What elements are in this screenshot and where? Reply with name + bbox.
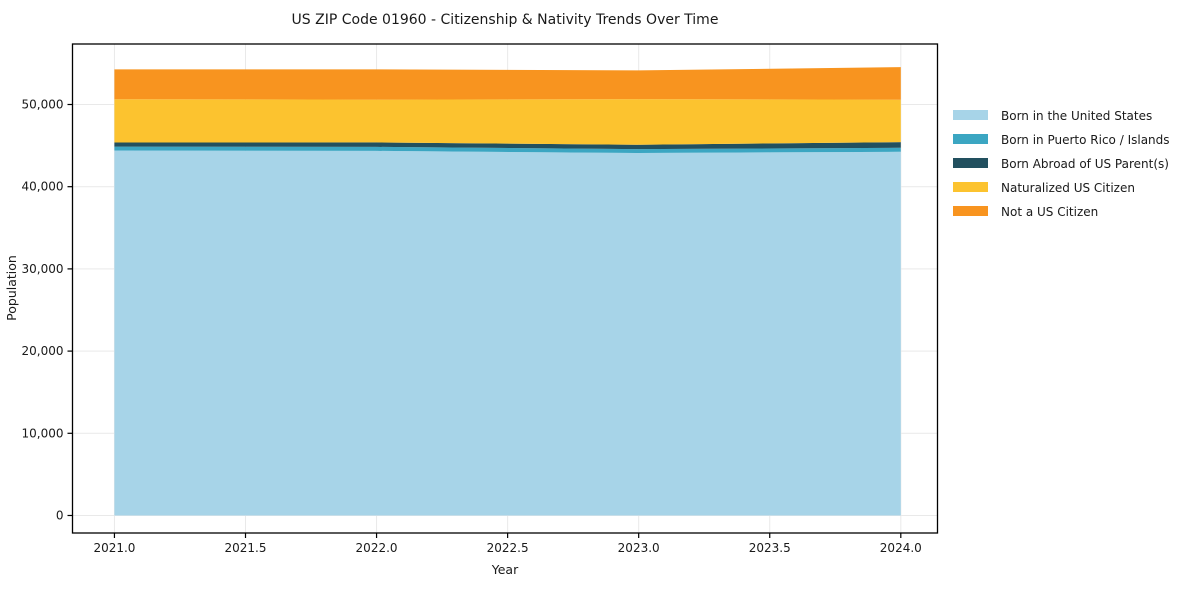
stacked-areas bbox=[114, 67, 901, 516]
x-axis-label: Year bbox=[491, 562, 519, 577]
x-tick-label: 2022.5 bbox=[487, 541, 529, 555]
legend-label: Born in Puerto Rico / Islands bbox=[1001, 133, 1170, 147]
legend-label: Born in the United States bbox=[1001, 109, 1152, 123]
legend-label: Born Abroad of US Parent(s) bbox=[1001, 157, 1169, 171]
y-axis: 0 10,000 20,000 30,000 40,000 50,000 bbox=[22, 97, 73, 522]
y-tick-label: 40,000 bbox=[22, 180, 64, 194]
legend: Born in the United States Born in Puerto … bbox=[953, 109, 1170, 219]
legend-swatch bbox=[953, 206, 988, 216]
chart-title: US ZIP Code 01960 - Citizenship & Nativi… bbox=[292, 12, 719, 28]
y-axis-label: Population bbox=[4, 255, 19, 321]
y-tick-label: 20,000 bbox=[22, 344, 64, 358]
x-tick-label: 2024.0 bbox=[880, 541, 922, 555]
legend-item: Born in Puerto Rico / Islands bbox=[953, 133, 1170, 147]
area-series bbox=[114, 67, 901, 100]
x-axis: 2021.0 2021.5 2022.0 2022.5 2023.0 2023.5 2024… bbox=[93, 533, 922, 555]
legend-swatch bbox=[953, 182, 988, 192]
area-series bbox=[114, 150, 901, 516]
y-tick-label: 0 bbox=[56, 508, 64, 522]
legend-item: Born Abroad of US Parent(s) bbox=[953, 157, 1169, 171]
legend-label: Not a US Citizen bbox=[1001, 205, 1098, 219]
x-tick-label: 2021.5 bbox=[225, 541, 267, 555]
x-tick-label: 2023.0 bbox=[618, 541, 660, 555]
legend-swatch bbox=[953, 110, 988, 120]
legend-item: Not a US Citizen bbox=[953, 205, 1098, 219]
area-series bbox=[114, 146, 901, 153]
area-series bbox=[114, 142, 901, 150]
legend-swatch bbox=[953, 158, 988, 168]
legend-item: Born in the United States bbox=[953, 109, 1152, 123]
area-series bbox=[114, 99, 901, 145]
x-tick-label: 2022.0 bbox=[356, 541, 398, 555]
x-tick-label: 2021.0 bbox=[93, 541, 135, 555]
y-tick-label: 30,000 bbox=[22, 262, 64, 276]
y-tick-label: 50,000 bbox=[22, 97, 64, 111]
legend-label: Naturalized US Citizen bbox=[1001, 181, 1135, 195]
plot-frame bbox=[71, 43, 939, 534]
legend-swatch bbox=[953, 134, 988, 144]
x-tick-label: 2023.5 bbox=[749, 541, 791, 555]
y-tick-label: 10,000 bbox=[22, 426, 64, 440]
legend-item: Naturalized US Citizen bbox=[953, 181, 1135, 195]
